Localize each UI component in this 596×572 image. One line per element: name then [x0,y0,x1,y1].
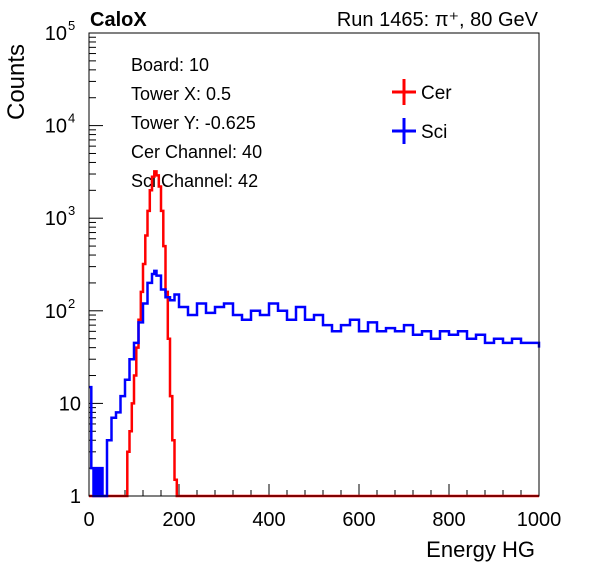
y-tick-label: 1 [70,486,81,508]
y-tick-label: 10 [45,23,67,45]
info-line-sci-channel: Sci Channel: 42 [131,171,258,191]
y-tick-label: 10 [45,208,67,230]
y-tick-exponent: 2 [68,296,75,311]
y-tick-exponent: 5 [68,18,75,33]
series-line-sci [89,269,541,498]
plot-frame [88,32,540,497]
legend-entry-sci: Sci [392,118,447,144]
legend-entry-cer: Cer [392,79,452,105]
legend: Cer Sci [392,79,452,144]
info-line-board: Board: 10 [131,55,209,75]
legend-label: Sci [421,122,447,143]
y-tick-exponent: 4 [68,111,75,126]
x-tick-label: 200 [162,509,195,531]
legend-label: Cer [421,83,452,104]
x-tick-label: 0 [83,509,94,531]
x-axis-label: Energy HG [426,537,535,562]
x-tick-label: 400 [252,509,285,531]
series-line-cer [89,170,539,498]
header-right: Run 1465: π⁺, 80 GeV [337,9,539,31]
series-layer [89,170,541,498]
info-line-tower-y: Tower Y: -0.625 [131,113,256,133]
x-tick-label: 1000 [517,509,562,531]
info-line-cer-channel: Cer Channel: 40 [131,142,262,162]
y-axis-label: Counts [3,44,30,120]
info-box-background [122,48,360,196]
y-tick-exponent: 3 [68,203,75,218]
info-line-tower-x: Tower X: 0.5 [131,84,231,104]
y-tick-label: 10 [45,116,67,138]
x-tick-label: 600 [342,509,375,531]
x-tick-label: 800 [432,509,465,531]
info-box: Board: 10 Tower X: 0.5 Tower Y: -0.625 C… [122,48,360,196]
y-tick-label: 10 [59,393,81,415]
y-tick-label: 10 [45,301,67,323]
header-left: CaloX [90,9,147,31]
